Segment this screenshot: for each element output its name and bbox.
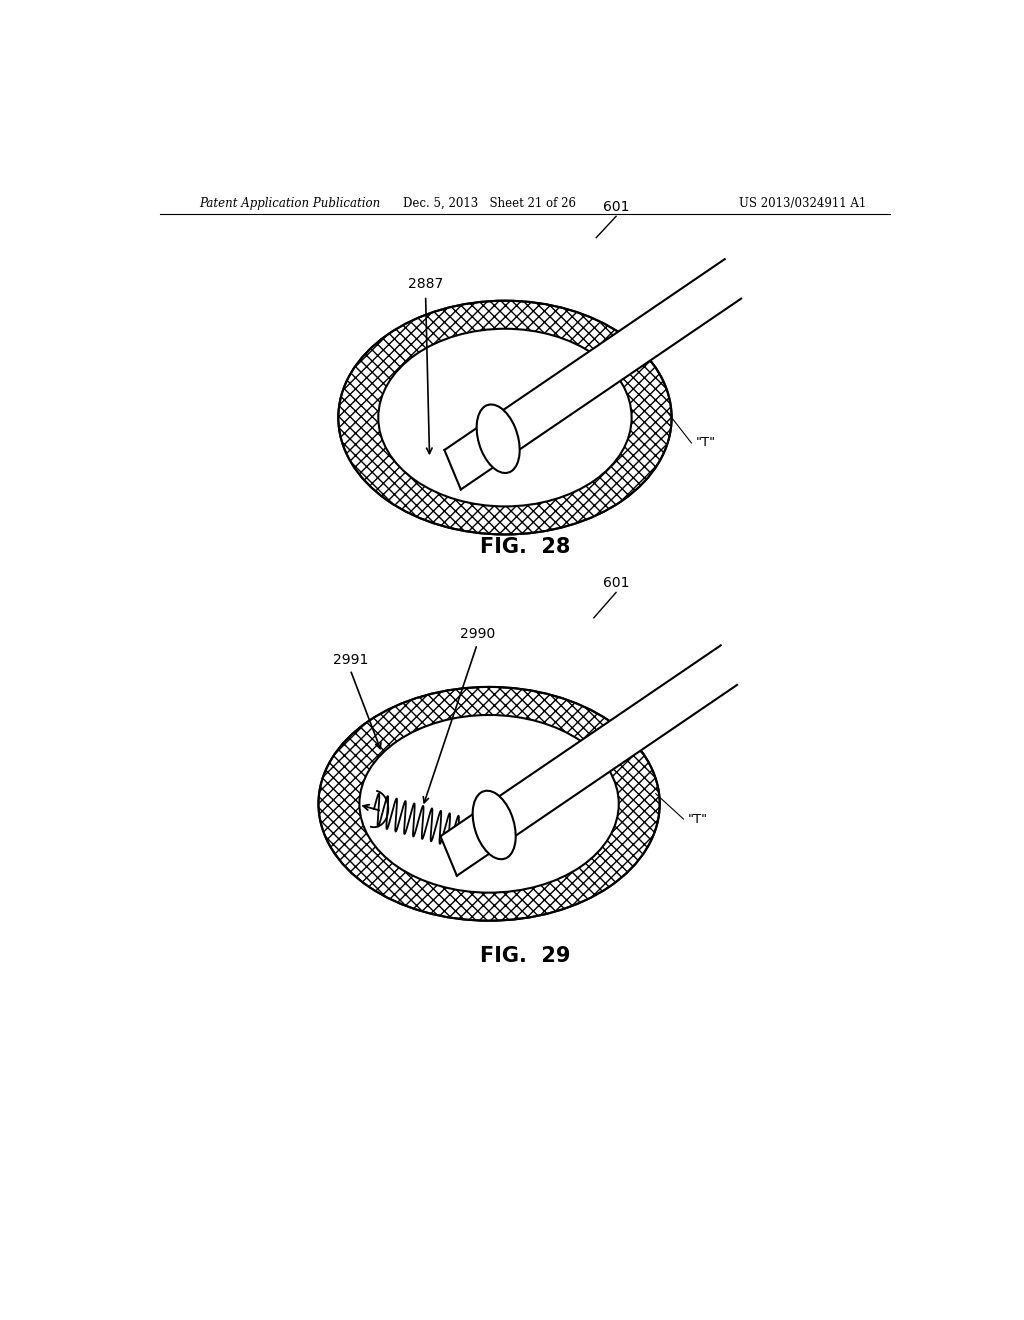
Polygon shape	[444, 259, 741, 490]
Text: Patent Application Publication: Patent Application Publication	[200, 197, 381, 210]
Text: FIG.  29: FIG. 29	[479, 946, 570, 966]
Text: 601: 601	[603, 201, 630, 214]
Ellipse shape	[359, 715, 618, 892]
Ellipse shape	[473, 791, 516, 859]
Text: "T": "T"	[687, 813, 708, 825]
Text: FIG.  28: FIG. 28	[479, 537, 570, 557]
Ellipse shape	[338, 301, 672, 535]
Ellipse shape	[378, 329, 632, 507]
Polygon shape	[440, 645, 737, 875]
Text: 601: 601	[603, 577, 630, 590]
Text: 2887: 2887	[408, 276, 443, 290]
Text: US 2013/0324911 A1: US 2013/0324911 A1	[738, 197, 866, 210]
Text: 2990: 2990	[460, 627, 495, 642]
Text: "T": "T"	[695, 437, 716, 450]
Ellipse shape	[476, 404, 519, 473]
Ellipse shape	[318, 686, 659, 921]
Text: Dec. 5, 2013   Sheet 21 of 26: Dec. 5, 2013 Sheet 21 of 26	[402, 197, 575, 210]
Text: 2991: 2991	[333, 652, 368, 667]
